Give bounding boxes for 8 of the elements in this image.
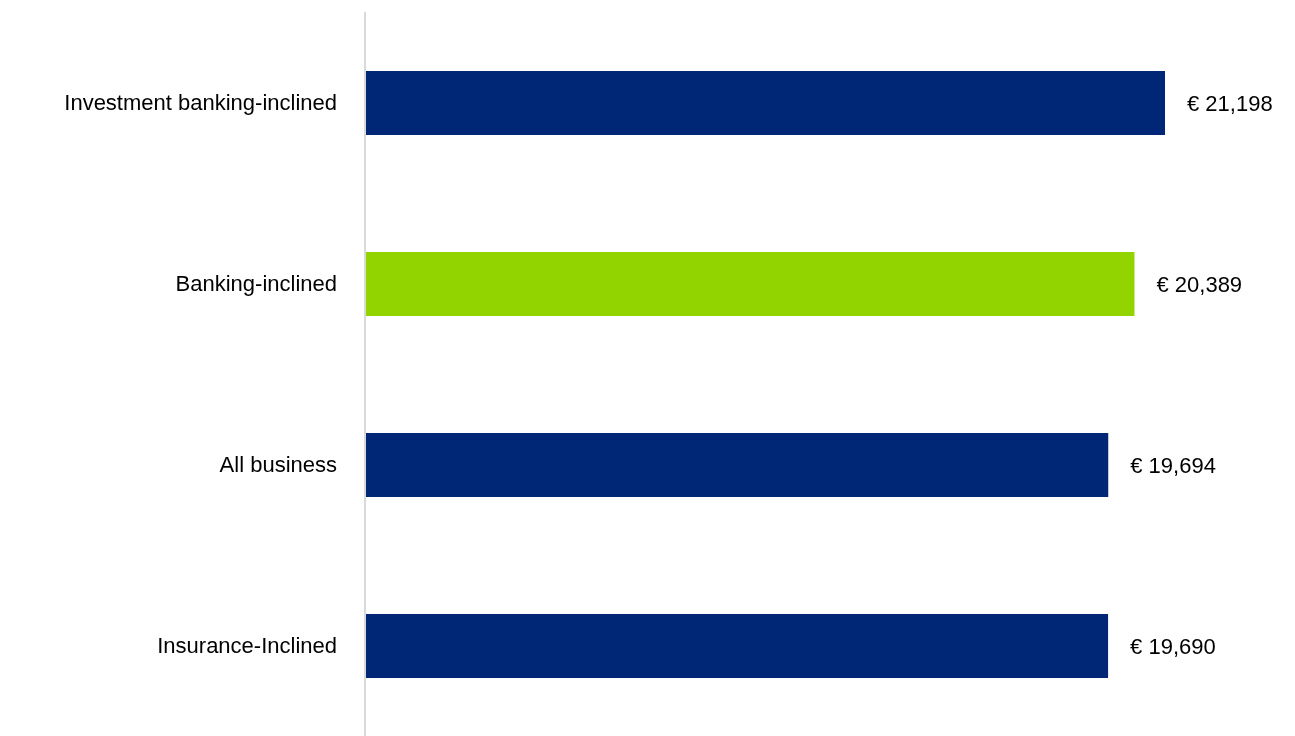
data-label: € 19,694 [1130,452,1216,478]
y-tick-label: Investment banking-inclined [64,90,337,116]
data-label: € 21,198 [1187,90,1273,116]
data-label: € 20,389 [1156,271,1243,297]
data-label: € 19,690 [1130,633,1216,659]
y-tick-label: Banking-inclined [175,271,337,297]
y-tick-label: Insurance-Inclined [157,633,337,659]
y-tick-label: All business [219,452,337,478]
